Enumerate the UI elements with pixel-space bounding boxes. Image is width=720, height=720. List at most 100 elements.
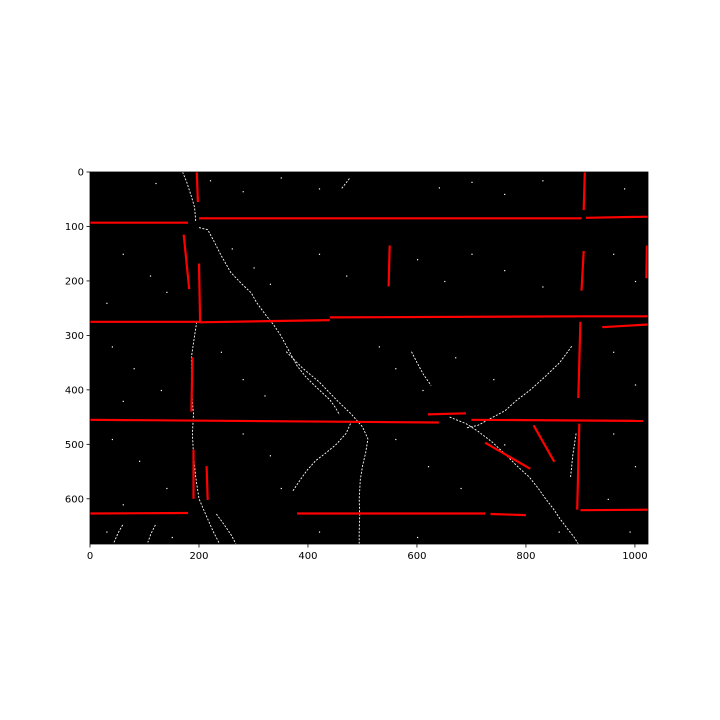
edge-path-10 bbox=[341, 178, 350, 189]
edge-point-54 bbox=[106, 531, 108, 533]
edge-point-43 bbox=[122, 504, 124, 506]
y-tick-label-3: 300 bbox=[65, 331, 84, 342]
edge-path-4 bbox=[285, 351, 369, 544]
edge-point-4 bbox=[318, 188, 321, 190]
edge-point-5 bbox=[438, 187, 440, 189]
detected-line-24 bbox=[205, 466, 209, 500]
y-tick-label-4: 400 bbox=[65, 385, 84, 396]
detected-line-15 bbox=[602, 323, 649, 329]
edge-point-37 bbox=[493, 379, 495, 381]
edge-point-51 bbox=[613, 433, 615, 435]
detected-line-27 bbox=[490, 512, 526, 517]
y-tick-label-1: 100 bbox=[65, 222, 84, 233]
x-tick-label-1: 200 bbox=[189, 551, 208, 562]
edge-point-34 bbox=[395, 368, 397, 370]
image-background bbox=[90, 172, 648, 544]
detected-line-13 bbox=[580, 250, 585, 291]
detected-line-20 bbox=[471, 418, 644, 422]
edge-point-31 bbox=[242, 379, 244, 381]
detected-line-10 bbox=[329, 315, 581, 319]
edge-point-32 bbox=[264, 395, 266, 397]
edge-path-5 bbox=[465, 346, 573, 429]
detected-line-4 bbox=[585, 215, 649, 219]
edge-point-35 bbox=[422, 389, 424, 392]
edge-point-55 bbox=[171, 536, 173, 539]
edge-path-3 bbox=[216, 513, 237, 545]
edge-point-45 bbox=[269, 455, 271, 457]
y-tick-label-0: 0 bbox=[78, 168, 84, 179]
edge-point-27 bbox=[133, 368, 135, 370]
edge-point-49 bbox=[460, 487, 462, 490]
edge-path-6 bbox=[292, 423, 351, 492]
edge-point-25 bbox=[634, 280, 637, 283]
edge-point-59 bbox=[629, 531, 631, 533]
edge-point-23 bbox=[542, 286, 544, 288]
edge-point-30 bbox=[220, 351, 222, 353]
edge-path-12 bbox=[411, 351, 432, 386]
detected-line-12 bbox=[387, 245, 391, 287]
edge-point-26 bbox=[111, 346, 113, 348]
edge-point-46 bbox=[280, 487, 282, 490]
edge-point-56 bbox=[318, 531, 321, 533]
edge-path-0 bbox=[182, 171, 197, 222]
edge-point-18 bbox=[346, 275, 348, 277]
y-tick-label-6: 600 bbox=[65, 494, 84, 505]
edge-point-48 bbox=[427, 466, 430, 468]
edge-point-13 bbox=[106, 302, 108, 304]
edge-point-21 bbox=[471, 253, 473, 255]
detected-line-18 bbox=[89, 418, 439, 424]
edge-point-8 bbox=[542, 180, 544, 182]
detected-line-25 bbox=[89, 511, 189, 515]
detected-line-14 bbox=[645, 245, 648, 279]
edge-point-9 bbox=[624, 188, 626, 190]
edge-point-47 bbox=[395, 438, 397, 441]
edge-path-8 bbox=[113, 524, 124, 543]
detected-line-16 bbox=[577, 321, 582, 399]
edge-point-40 bbox=[111, 438, 113, 441]
edge-point-58 bbox=[558, 531, 560, 533]
edge-path-7 bbox=[449, 416, 579, 545]
edge-point-29 bbox=[122, 400, 124, 402]
edge-path-11 bbox=[570, 433, 577, 478]
edge-point-3 bbox=[280, 177, 282, 179]
edge-point-53 bbox=[607, 498, 609, 500]
plot-area bbox=[89, 171, 649, 545]
edge-point-39 bbox=[634, 384, 637, 386]
detected-line-9 bbox=[198, 319, 330, 324]
edge-map bbox=[106, 171, 637, 545]
edge-point-20 bbox=[444, 280, 446, 283]
edge-point-12 bbox=[166, 291, 168, 293]
edge-point-28 bbox=[160, 389, 162, 392]
x-tick-label-5: 1000 bbox=[622, 551, 647, 562]
edge-point-57 bbox=[417, 536, 419, 539]
edge-point-52 bbox=[634, 466, 637, 468]
edge-point-41 bbox=[139, 460, 141, 462]
edge-point-33 bbox=[378, 346, 380, 348]
edge-point-14 bbox=[231, 248, 233, 250]
x-tick-label-4: 800 bbox=[516, 551, 535, 562]
edge-point-17 bbox=[318, 253, 321, 255]
detected-line-28 bbox=[576, 423, 581, 510]
detected-line-21 bbox=[532, 424, 556, 463]
detected-line-1 bbox=[195, 171, 199, 203]
x-tick-label-2: 400 bbox=[298, 551, 317, 562]
edge-point-7 bbox=[504, 193, 506, 195]
edge-point-24 bbox=[613, 253, 615, 255]
y-axis: 0 100 200 300 400 500 600 bbox=[65, 168, 90, 505]
detected-line-29 bbox=[580, 508, 649, 512]
detected-line-6 bbox=[182, 234, 191, 290]
edge-point-36 bbox=[455, 357, 457, 359]
x-axis: 0 200 400 600 800 1000 bbox=[87, 544, 648, 562]
edge-point-22 bbox=[504, 270, 506, 272]
edge-point-42 bbox=[166, 487, 168, 490]
edge-point-19 bbox=[417, 259, 419, 261]
edge-point-15 bbox=[253, 267, 255, 269]
y-tick-label-2: 200 bbox=[65, 276, 84, 287]
edge-point-50 bbox=[504, 444, 506, 446]
x-tick-label-3: 600 bbox=[407, 551, 426, 562]
detected-line-19 bbox=[427, 412, 467, 416]
edge-point-38 bbox=[613, 351, 615, 353]
detected-line-17 bbox=[190, 357, 194, 412]
edge-point-10 bbox=[122, 253, 124, 255]
